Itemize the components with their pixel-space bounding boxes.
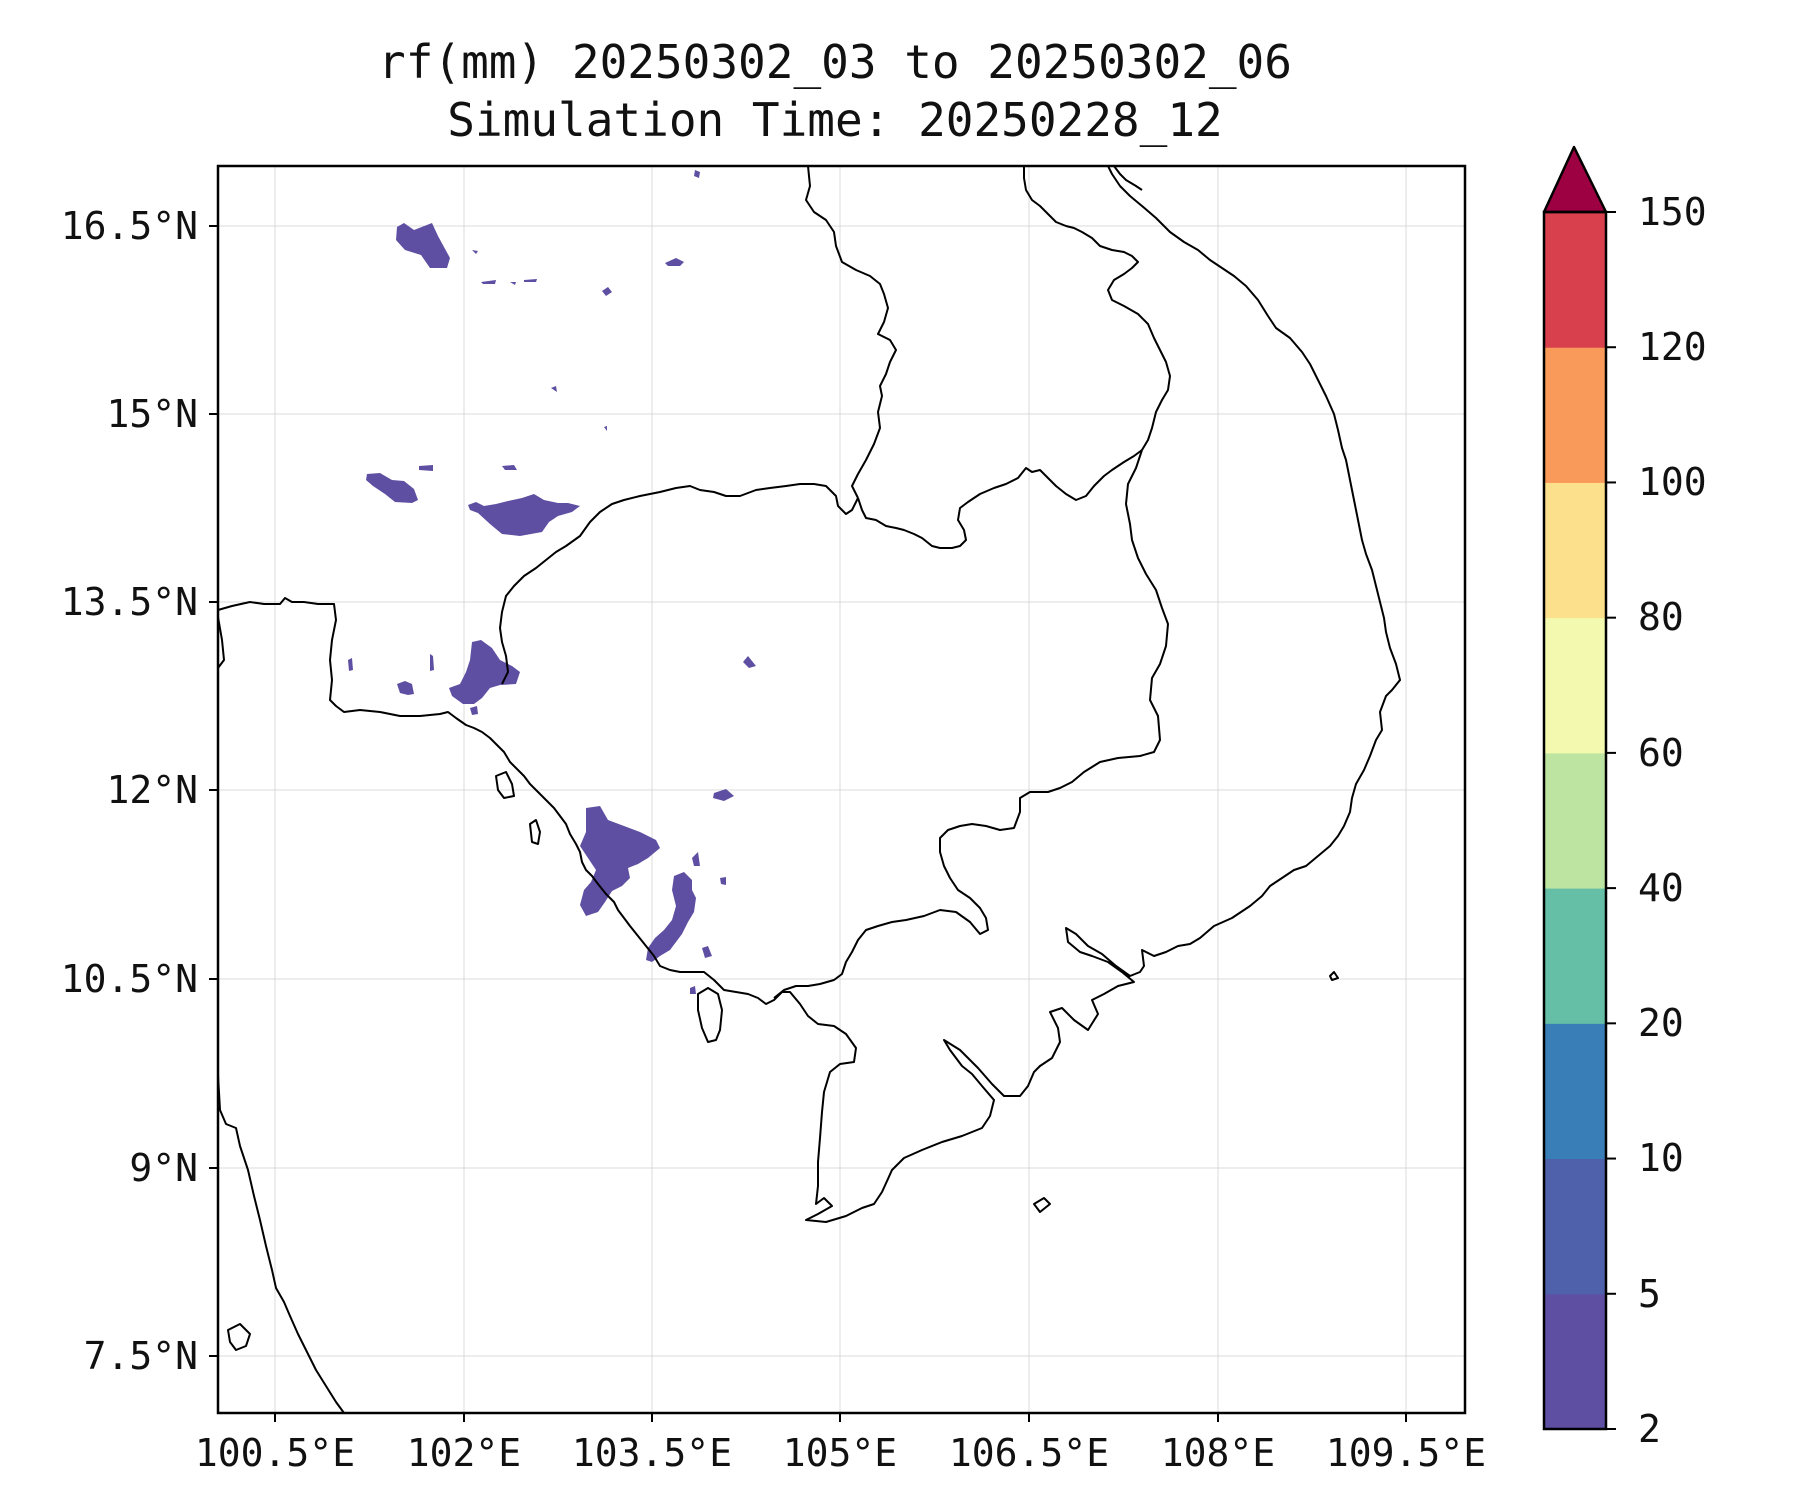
colorbar-band	[1544, 212, 1606, 348]
colorbar-label: 20	[1638, 1001, 1684, 1045]
colorbar-band	[1544, 1293, 1606, 1430]
rain-patch-west-4	[470, 706, 478, 715]
rain-patch-east-3	[692, 852, 700, 866]
island-koh-kong	[495, 771, 515, 799]
colorbar-frame	[1542, 210, 1608, 1431]
coastline-west-top	[217, 616, 225, 669]
x-tick-label: 100.5°E	[195, 1431, 355, 1475]
island-con-dao	[1033, 1197, 1051, 1213]
colorbar-label: 120	[1638, 325, 1707, 369]
border-cambodia-thailand-east	[499, 483, 859, 685]
rain-patch-west-2	[397, 681, 414, 695]
colorbar: 150 120 100 80 60 40 20 10 5 2	[1542, 145, 1707, 1451]
colorbar-band	[1544, 1158, 1606, 1295]
colorbar-band	[1544, 752, 1606, 889]
colorbar-label: 40	[1638, 866, 1684, 910]
colorbar-band	[1544, 617, 1606, 754]
rain-patch-tiny-1	[551, 386, 557, 392]
coastline-mekong-delta	[1039, 679, 1401, 1067]
y-tick-label: 9°N	[129, 1146, 198, 1190]
rain-patch-west-3	[430, 654, 434, 671]
rain-patch-north-8	[694, 170, 700, 178]
island-phu-quoc	[697, 987, 723, 1043]
colorbar-band	[1544, 482, 1606, 619]
x-tick-label: 108°E	[1161, 1431, 1275, 1475]
title-line-1: rf(mm) 20250302_03 to 20250302_06	[378, 35, 1292, 89]
y-tick-label: 15°N	[106, 392, 198, 436]
rain-patch-north-4	[472, 250, 478, 254]
rain-patch-south-2	[690, 986, 696, 994]
x-tick-label: 106.5°E	[949, 1431, 1109, 1475]
islands-southwest	[227, 1323, 251, 1351]
y-tick-label: 16.5°N	[61, 204, 198, 248]
colorbar-label: 5	[1638, 1272, 1661, 1316]
x-tick-label: 109.5°E	[1326, 1431, 1486, 1475]
border-thailand-laos	[805, 165, 897, 499]
colorbar-band	[1544, 347, 1606, 483]
coastline-main	[447, 711, 1041, 1223]
rain-patch-north-2	[665, 258, 684, 266]
rain-patch-north-5	[481, 280, 496, 284]
colorbar-band	[1544, 1023, 1606, 1160]
title-line-2: Simulation Time: 20250228_12	[447, 93, 1222, 147]
rain-patch-koh-kong	[449, 640, 520, 704]
colorbar-label: 100	[1638, 460, 1707, 504]
y-tick-label: 7.5°N	[84, 1334, 198, 1378]
border-laos-vietnam-north	[1023, 166, 1171, 451]
x-tick-label: 103.5°E	[572, 1431, 732, 1475]
colorbar-label: 10	[1638, 1136, 1684, 1180]
rain-patch-north-6	[524, 279, 537, 282]
border-cambodia-laos	[857, 449, 1143, 549]
rain-patch-1430-1	[366, 473, 418, 503]
boundaries	[217, 165, 1401, 1414]
island-east	[1329, 971, 1339, 981]
map-panel	[216, 164, 1467, 1415]
rainfall-areas	[348, 170, 756, 994]
x-tick-label: 105°E	[783, 1431, 897, 1475]
x-tick-label: 102°E	[407, 1431, 521, 1475]
colorbar-label: 60	[1638, 731, 1684, 775]
rain-patch-west-1	[348, 658, 353, 671]
y-tick-label: 13.5°N	[61, 580, 198, 624]
rain-patch-north-1	[396, 223, 450, 268]
colorbar-label: 150	[1638, 190, 1707, 234]
colorbar-extend-arrow	[1542, 145, 1608, 214]
y-axis: 16.5°N 15°N 13.5°N 12°N 10.5°N 9°N 7.5°N	[61, 204, 218, 1378]
border-cambodia-vietnam	[773, 449, 1169, 999]
border-thailand-cambodia-north	[217, 597, 449, 717]
rain-patch-east-4	[720, 877, 726, 885]
rain-patch-north-7	[510, 282, 516, 285]
rain-patch-east-1	[743, 656, 756, 668]
colorbar-segments	[1544, 212, 1606, 1430]
rain-patch-1430-3	[502, 465, 517, 470]
colorbar-band	[1544, 888, 1606, 1024]
rain-patch-tiny-2	[604, 426, 607, 431]
border-laos-vietnam-segment	[1113, 165, 1143, 191]
rain-patch-north-3	[602, 287, 612, 296]
coastline-vietnam-east	[1107, 165, 1401, 681]
rain-patch-kampot	[580, 806, 660, 916]
rain-patch-south-1	[702, 946, 712, 958]
colorbar-ticks	[1606, 211, 1616, 1430]
island-koh-rong	[529, 819, 541, 845]
coastline-gulf-of-thailand	[217, 1074, 345, 1414]
rain-patch-bokor	[646, 872, 696, 962]
colorbar-label: 2	[1638, 1407, 1661, 1451]
y-tick-label: 10.5°N	[61, 957, 198, 1001]
rain-patch-east-2	[713, 789, 734, 801]
x-axis: 100.5°E 102°E 103.5°E 105°E 106.5°E 108°…	[195, 1413, 1486, 1475]
y-tick-label: 12°N	[106, 768, 198, 812]
rain-patch-1430-2	[419, 465, 433, 471]
rain-patch-tonle-sap	[468, 494, 580, 536]
colorbar-label: 80	[1638, 595, 1684, 639]
